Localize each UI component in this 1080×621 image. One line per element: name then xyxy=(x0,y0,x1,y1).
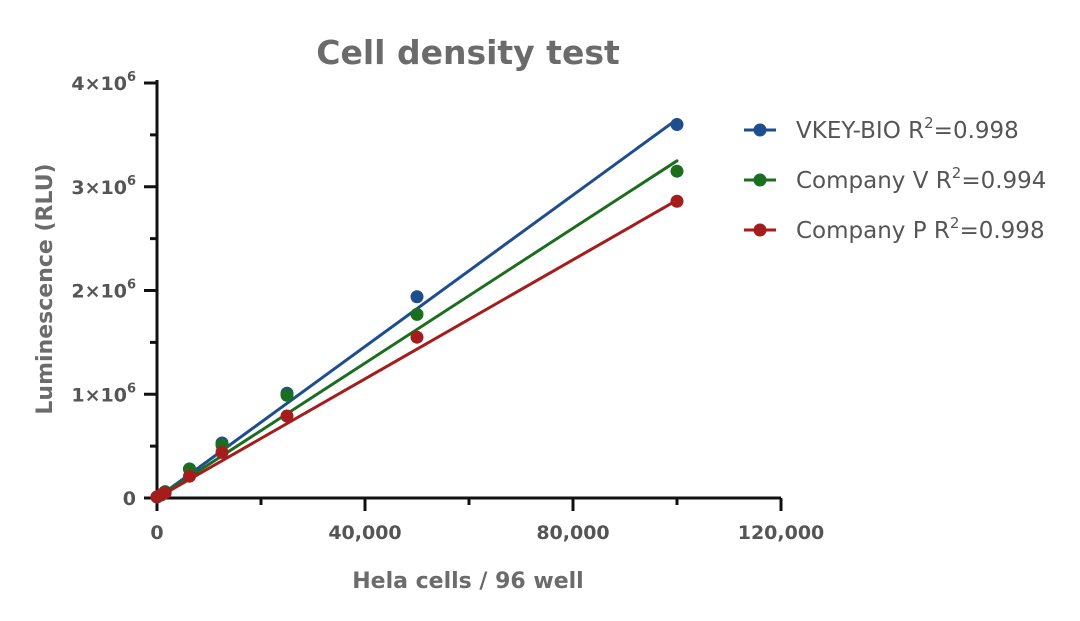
y-tick-label: 4×106 xyxy=(71,70,136,95)
legend-marker-0 xyxy=(753,123,767,137)
y-axis-label: Luminescence (RLU) xyxy=(33,163,58,414)
data-point-series-2 xyxy=(158,486,172,500)
y-tick-label: 0 xyxy=(123,488,136,510)
data-points xyxy=(150,118,684,504)
legend-marker-1 xyxy=(753,173,767,187)
data-point-series-1 xyxy=(670,164,684,178)
x-axis-label: Hela cells / 96 well xyxy=(352,569,583,594)
legend-marker-2 xyxy=(753,223,767,237)
x-tick-label: 0 xyxy=(150,522,163,544)
data-point-series-2 xyxy=(183,469,196,483)
legend-entry-2: Company P R2=0.998 xyxy=(796,214,1045,244)
x-tick-label: 40,000 xyxy=(328,522,401,544)
data-point-series-0 xyxy=(670,118,684,131)
fit-line-series-2 xyxy=(155,198,679,500)
y-tick-label: 3×106 xyxy=(71,174,136,199)
data-point-series-2 xyxy=(280,409,294,423)
x-tick-label: 120,000 xyxy=(738,522,825,544)
axis-ticks: 0 40,000 80,000 120,000 0 1×106 2×106 3×106 4×10… xyxy=(71,70,824,544)
x-tick-label: 80,000 xyxy=(536,522,609,544)
data-point-series-2 xyxy=(670,194,684,208)
fit-line-series-1 xyxy=(155,159,679,500)
chart-title: Cell density test xyxy=(316,33,620,72)
y-tick-label: 2×106 xyxy=(71,278,136,303)
legend-entry-1: Company V R2=0.994 xyxy=(796,164,1046,194)
data-point-series-1 xyxy=(280,388,294,402)
data-point-series-1 xyxy=(410,307,424,321)
legend-entry-0: VKEY-BIO R2=0.998 xyxy=(796,114,1019,144)
y-tick-label: 1×106 xyxy=(71,381,136,406)
data-point-series-2 xyxy=(410,330,424,344)
legend: VKEY-BIO R2=0.998 Company V R2=0.994 Compa… xyxy=(744,114,1046,244)
data-point-series-2 xyxy=(215,445,229,459)
data-point-series-0 xyxy=(410,290,424,304)
